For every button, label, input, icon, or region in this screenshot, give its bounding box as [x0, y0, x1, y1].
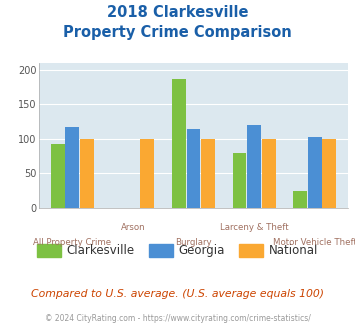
Bar	[247, 125, 261, 208]
Text: Larceny & Theft: Larceny & Theft	[220, 223, 288, 232]
Bar	[262, 139, 275, 208]
Text: Property Crime Comparison: Property Crime Comparison	[63, 25, 292, 40]
Bar	[233, 153, 246, 208]
Bar	[201, 139, 215, 208]
Bar	[308, 137, 322, 208]
Bar	[51, 144, 65, 208]
Text: Motor Vehicle Theft: Motor Vehicle Theft	[273, 238, 355, 247]
Bar	[172, 79, 186, 208]
Text: 2018 Clarkesville: 2018 Clarkesville	[107, 5, 248, 20]
Text: © 2024 CityRating.com - https://www.cityrating.com/crime-statistics/: © 2024 CityRating.com - https://www.city…	[45, 314, 310, 323]
Bar	[186, 129, 201, 208]
Text: Arson: Arson	[121, 223, 145, 232]
Bar	[293, 191, 307, 208]
Bar	[65, 127, 79, 208]
Text: Compared to U.S. average. (U.S. average equals 100): Compared to U.S. average. (U.S. average …	[31, 289, 324, 299]
Legend: Clarkesville, Georgia, National: Clarkesville, Georgia, National	[32, 239, 323, 262]
Bar	[80, 139, 94, 208]
Text: Burglary: Burglary	[175, 238, 212, 247]
Text: All Property Crime: All Property Crime	[33, 238, 111, 247]
Bar	[322, 139, 336, 208]
Bar	[141, 139, 154, 208]
